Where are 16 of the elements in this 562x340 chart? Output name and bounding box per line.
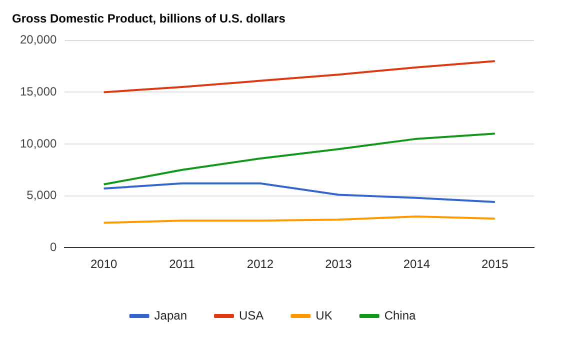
chart-title: Gross Domestic Product, billions of U.S. dollars — [12, 12, 286, 26]
x-tick-label: 2012 — [246, 257, 274, 272]
x-tick-label: 2013 — [325, 257, 352, 272]
legend-label: Japan — [154, 308, 188, 322]
legend-label: UK — [316, 308, 332, 322]
legend-label: USA — [239, 308, 264, 322]
x-tick-label: 2014 — [403, 257, 430, 272]
x-tick-label: 2011 — [169, 257, 196, 272]
x-tick-label: 2010 — [90, 257, 118, 272]
x-tick-label: 2015 — [482, 257, 509, 272]
y-tick-label: 15,000 — [20, 84, 58, 99]
y-tick-label: 10,000 — [20, 136, 58, 150]
y-tick-label: 5,000 — [26, 188, 58, 202]
legend-label: China — [384, 308, 416, 322]
y-tick-label: 0 — [50, 240, 58, 254]
y-tick-label: 20,000 — [20, 32, 58, 47]
